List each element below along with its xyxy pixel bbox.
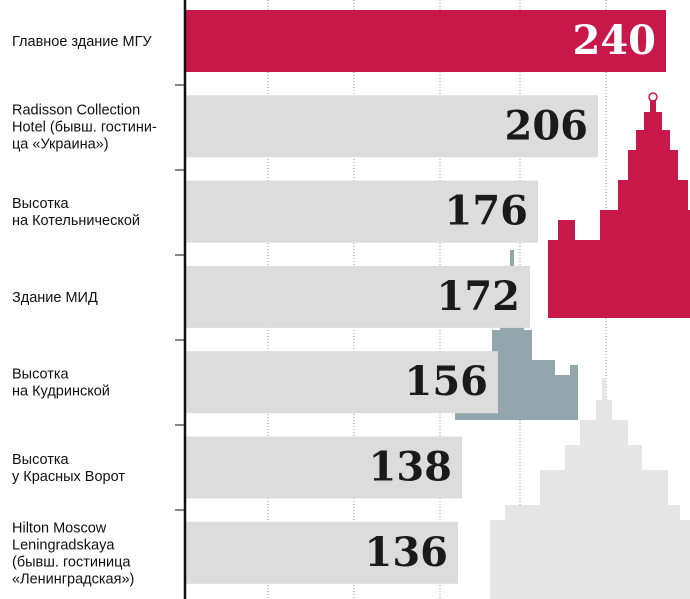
value-label: 176 <box>445 188 529 235</box>
value-label: 138 <box>369 444 453 491</box>
value-label: 172 <box>437 273 521 320</box>
category-label: Здание МИД <box>12 290 98 306</box>
value-label: 156 <box>405 358 489 405</box>
chart: 240 Главное здание МГУ 206 Radisson Collect… <box>0 0 690 599</box>
value-label: 206 <box>505 102 589 149</box>
star <box>649 93 657 101</box>
row-ticks <box>175 85 185 510</box>
buildings <box>455 93 690 599</box>
value-label: 136 <box>365 529 449 576</box>
value-label: 240 <box>573 17 657 64</box>
category-label: Главное здание МГУ <box>12 34 152 50</box>
